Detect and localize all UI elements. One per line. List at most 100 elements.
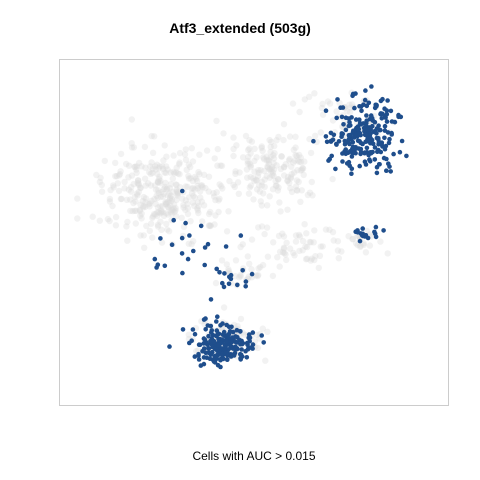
highlighted-cell-point: [364, 127, 370, 132]
cell-point: [254, 173, 262, 180]
cell-point: [347, 104, 354, 111]
highlighted-cell-point: [230, 346, 236, 351]
cell-point: [173, 196, 180, 203]
cell-point: [138, 163, 145, 170]
cell-point: [265, 157, 272, 164]
highlighted-cell-point: [215, 314, 220, 320]
cell-point: [154, 212, 161, 220]
highlighted-cell-point: [152, 256, 158, 262]
cell-point: [269, 169, 277, 176]
highlighted-cell-point: [167, 344, 172, 349]
cell-point: [112, 173, 119, 180]
highlighted-cell-point: [396, 112, 401, 118]
cell-point: [255, 166, 262, 174]
cell-point: [187, 163, 194, 171]
cell-point: [163, 199, 170, 206]
cell-point: [277, 165, 285, 173]
cell-point: [194, 182, 201, 190]
highlighted-cell-point: [249, 271, 255, 277]
cell-point: [116, 170, 124, 178]
highlighted-cell-point: [169, 242, 175, 247]
highlighted-cell-point: [238, 351, 243, 357]
highlighted-cell-point: [190, 327, 196, 332]
cell-point: [148, 197, 155, 204]
cell-point: [121, 178, 128, 186]
cell-point: [384, 250, 391, 257]
cell-point: [164, 192, 171, 199]
cell-point: [132, 220, 139, 227]
cell-point: [147, 163, 154, 170]
cell-point: [125, 174, 132, 181]
highlighted-cell-point: [215, 332, 220, 337]
highlighted-cell-point: [357, 104, 362, 109]
highlighted-cell-point: [349, 171, 354, 176]
cell-point: [135, 181, 142, 189]
cell-point: [146, 203, 153, 210]
highlighted-cell-point: [214, 355, 219, 360]
cell-point: [257, 167, 264, 174]
cell-point: [211, 155, 218, 162]
cell-point: [357, 243, 364, 250]
cell-point: [242, 132, 250, 140]
cell-point: [127, 184, 135, 191]
cell-point: [167, 181, 175, 188]
highlighted-cell-point: [243, 348, 248, 354]
highlighted-cell-point: [353, 117, 359, 122]
cell-point: [296, 108, 303, 116]
highlighted-cell-point: [373, 224, 379, 230]
cell-point: [157, 177, 164, 185]
cell-point: [167, 202, 174, 209]
cell-point: [162, 201, 170, 208]
cell-point: [218, 257, 226, 264]
highlighted-cell-point: [381, 155, 387, 161]
highlighted-cell-point: [191, 248, 196, 254]
cell-point: [128, 172, 136, 179]
highlighted-cell-point: [362, 150, 368, 155]
cell-point: [254, 272, 261, 280]
cell-point: [217, 162, 224, 169]
highlighted-cell-point: [219, 337, 225, 342]
cell-point: [220, 130, 227, 137]
cell-point: [185, 194, 193, 201]
cell-point: [167, 208, 175, 216]
cell-point: [263, 153, 270, 160]
highlighted-cell-point: [229, 324, 234, 330]
cell-point: [255, 265, 262, 272]
cell-point: [276, 199, 283, 206]
cell-point: [301, 158, 308, 165]
cell-point: [155, 165, 163, 172]
cell-point: [253, 154, 260, 161]
highlighted-cell-point: [364, 145, 370, 151]
highlighted-cell-point: [238, 233, 244, 238]
cell-point: [251, 157, 258, 165]
cell-point: [334, 238, 342, 245]
cell-point: [158, 226, 165, 233]
cell-point: [234, 323, 241, 330]
highlighted-cell-point: [364, 138, 370, 143]
highlighted-cell-point: [179, 235, 185, 241]
highlighted-cells: [152, 84, 409, 370]
cell-point: [330, 237, 337, 244]
cell-point: [129, 207, 136, 215]
cell-point: [180, 204, 187, 211]
cell-point: [185, 175, 193, 182]
cell-point: [153, 161, 161, 168]
cell-point: [282, 161, 289, 168]
highlighted-cell-point: [351, 147, 357, 152]
highlighted-cell-point: [382, 135, 387, 141]
cell-point: [237, 315, 245, 323]
highlighted-cell-point: [328, 139, 334, 144]
highlighted-cell-point: [226, 332, 231, 338]
cell-point: [124, 218, 131, 226]
cell-point: [124, 237, 131, 244]
cell-point: [164, 166, 171, 173]
cell-point: [191, 186, 198, 193]
cell-point: [267, 143, 274, 150]
cell-point: [290, 146, 297, 153]
cell-point: [153, 192, 160, 200]
highlighted-cell-point: [383, 143, 389, 149]
cell-point: [132, 198, 139, 205]
cell-point: [269, 186, 277, 193]
highlighted-cell-point: [362, 159, 368, 164]
cell-point: [144, 180, 152, 187]
